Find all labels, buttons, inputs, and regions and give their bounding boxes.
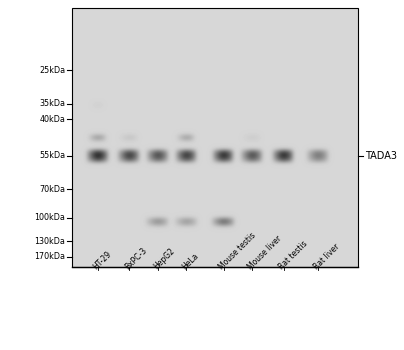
Bar (72, 8, 358, 267)
Text: Mouse testis: Mouse testis (217, 231, 258, 271)
Text: 170kDa: 170kDa (34, 252, 65, 261)
Text: 70kDa: 70kDa (39, 185, 65, 194)
Text: TADA3: TADA3 (365, 150, 397, 161)
Text: HeLa: HeLa (180, 251, 200, 271)
Text: HT-29: HT-29 (91, 249, 113, 271)
Text: 55kDa: 55kDa (39, 151, 65, 160)
Text: HepG2: HepG2 (152, 246, 176, 271)
Text: Rat liver: Rat liver (311, 242, 341, 271)
Text: Mouse liver: Mouse liver (246, 233, 283, 271)
Text: 35kDa: 35kDa (39, 99, 65, 108)
Text: 100kDa: 100kDa (34, 213, 65, 222)
Text: 130kDa: 130kDa (34, 237, 65, 246)
Text: 40kDa: 40kDa (39, 115, 65, 124)
Text: 25kDa: 25kDa (39, 66, 65, 75)
Text: BxPC-3: BxPC-3 (123, 245, 148, 271)
Text: Rat testis: Rat testis (277, 239, 309, 271)
